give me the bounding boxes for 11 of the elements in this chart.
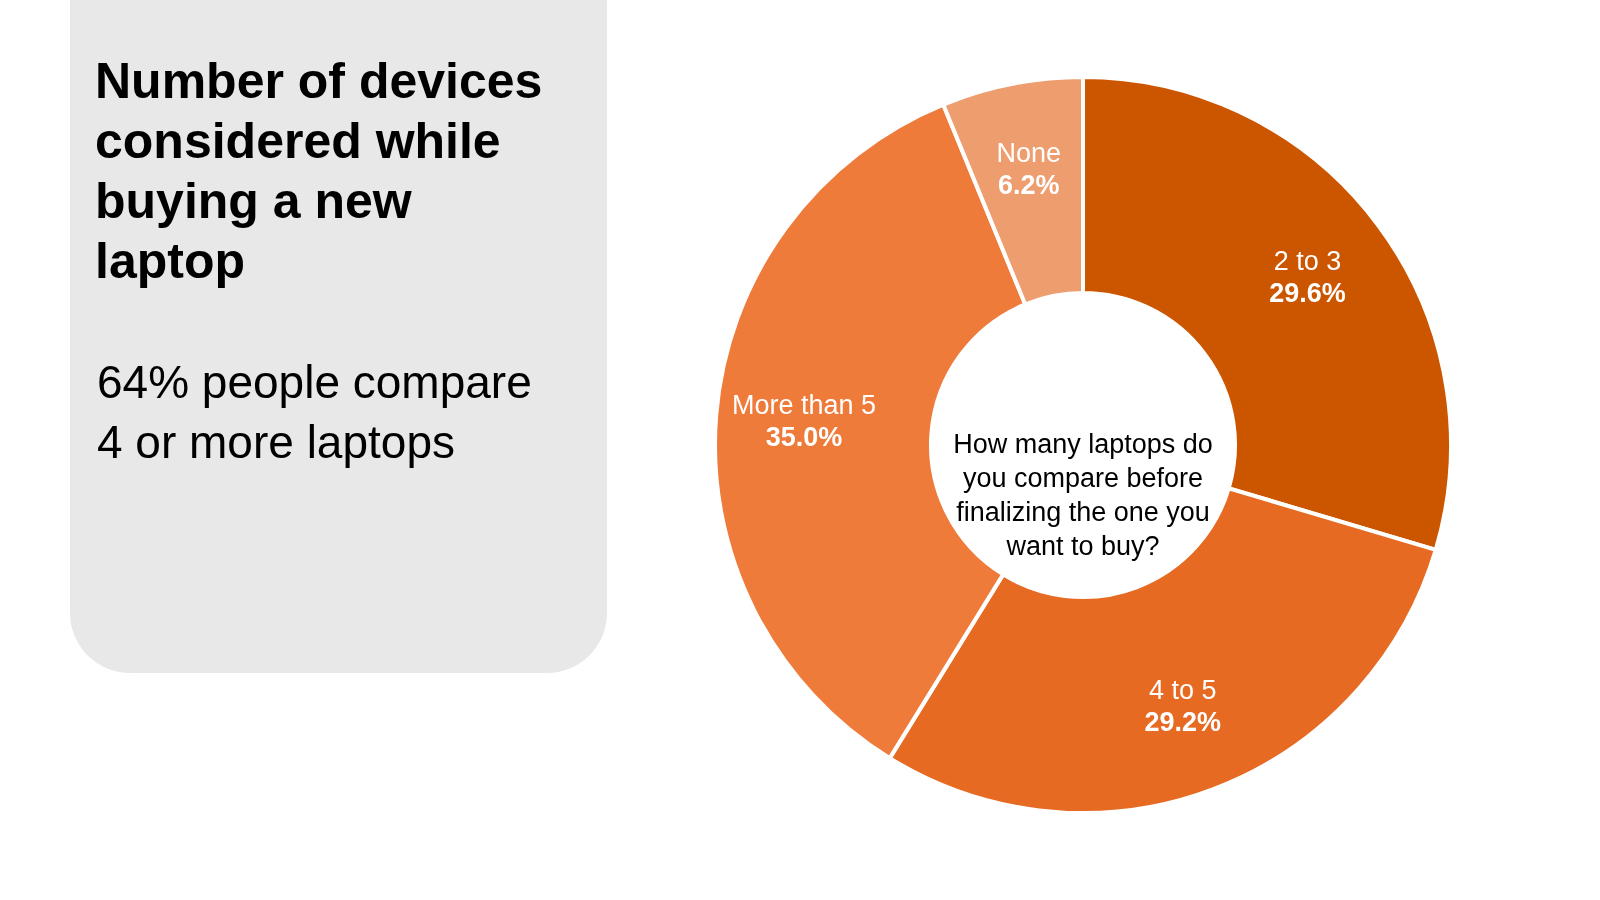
text: 64% people compare 4 or more laptops xyxy=(97,356,532,468)
slice-label: More than 5 xyxy=(731,390,876,421)
slice-label: None xyxy=(996,138,1062,169)
text: How many laptops do you compare before finalizing the one you want to buy? xyxy=(953,429,1213,561)
slice-label: 2 to 3 xyxy=(1273,245,1342,276)
data-label: 35.0% xyxy=(765,422,843,453)
data-label: 6.2% xyxy=(998,170,1060,201)
text: Number of devices considered while buying a new laptop xyxy=(95,53,543,289)
slice-label: 4 to 5 xyxy=(1149,674,1217,705)
data-label: 29.2% xyxy=(1144,706,1222,737)
data-label: 29.6% xyxy=(1269,277,1346,308)
